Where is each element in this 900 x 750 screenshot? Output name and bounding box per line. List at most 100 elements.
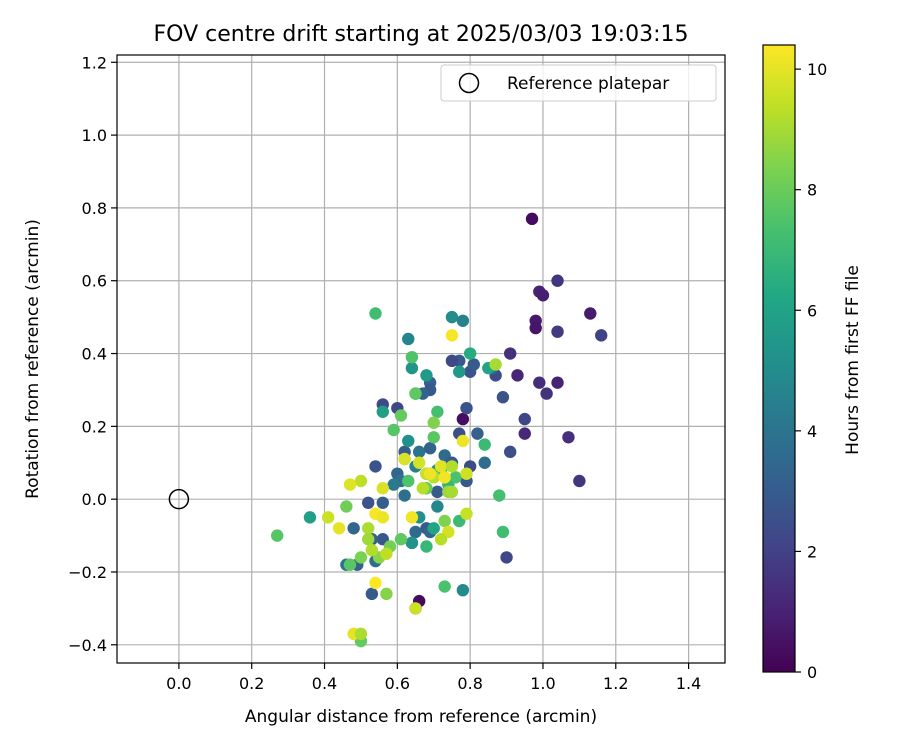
data-point: [431, 500, 444, 513]
data-point: [427, 431, 440, 444]
reference-platepar-marker: [168, 488, 190, 510]
data-point: [394, 409, 408, 422]
data-point: [409, 525, 422, 539]
data-point: [405, 511, 419, 524]
y-tick-label: 0.2: [82, 417, 107, 436]
data-point: [405, 536, 419, 550]
chart-title: FOV centre drift starting at 2025/03/03 …: [154, 22, 689, 47]
data-point: [354, 627, 368, 641]
data-point: [387, 423, 400, 437]
data-point: [380, 587, 393, 601]
data-point: [496, 391, 510, 404]
data-point: [369, 460, 382, 473]
data-point: [445, 310, 459, 324]
data-point: [434, 533, 448, 546]
data-point: [529, 321, 542, 335]
data-point: [423, 467, 437, 480]
data-point: [376, 511, 389, 524]
data-point: [376, 496, 389, 510]
data-point: [562, 431, 575, 444]
y-tick-label: 1.0: [82, 126, 107, 145]
data-point: [340, 500, 353, 513]
data-point: [456, 412, 470, 426]
data-point: [369, 307, 382, 320]
x-tick-label: 0.8: [457, 674, 482, 693]
data-point: [420, 540, 433, 553]
data-point: [551, 325, 564, 338]
data-point: [471, 427, 484, 440]
data-point: [445, 329, 459, 342]
x-tick-label: 1.2: [603, 674, 628, 693]
colorbar-tick-label: 4: [807, 422, 817, 441]
data-point: [456, 583, 470, 597]
data-point: [362, 522, 375, 535]
data-point: [427, 522, 440, 535]
data-point: [347, 522, 360, 535]
colorbar-ticks: 0 2 4 6 8 10: [795, 60, 827, 682]
data-point: [540, 387, 553, 400]
colorbar-tick-label: 2: [807, 542, 817, 561]
plot-frame: [116, 54, 726, 664]
data-point: [518, 412, 531, 426]
data-point: [394, 533, 408, 546]
data-point: [467, 358, 480, 371]
legend-marker: [458, 72, 480, 94]
data-point: [416, 482, 430, 495]
data-point: [431, 485, 444, 499]
data-point: [402, 434, 415, 448]
colorbar-label: Hours from first FF file: [843, 265, 863, 455]
data-point: [402, 332, 415, 346]
data-point: [460, 467, 473, 480]
legend-box: [440, 64, 717, 102]
data-point: [376, 482, 389, 495]
y-tick-label: −0.2: [68, 563, 107, 582]
data-point: [573, 474, 586, 488]
y-tick-label: −0.4: [68, 636, 107, 655]
data-point: [427, 416, 440, 429]
data-point: [500, 551, 513, 564]
x-tick-label: 0.2: [239, 674, 264, 693]
colorbar-tick-label: 6: [807, 301, 817, 320]
colorbar: [762, 44, 796, 673]
data-point: [445, 485, 459, 499]
data-point: [434, 460, 448, 473]
data-point: [503, 445, 517, 459]
y-axis-label: Rotation from reference (arcmin): [23, 219, 43, 499]
data-point: [456, 434, 470, 448]
data-point: [362, 533, 375, 546]
data-point: [431, 405, 444, 418]
x-tick-label: 1.0: [530, 674, 555, 693]
data-point: [496, 525, 510, 539]
data-point: [409, 602, 422, 615]
y-tick-label: 0.4: [82, 345, 107, 364]
x-tick-label: 0.4: [312, 674, 337, 693]
data-point: [445, 460, 459, 473]
legend: Reference platepar: [440, 64, 717, 102]
data-point: [376, 405, 389, 418]
data-point: [332, 522, 346, 535]
data-point: [445, 354, 459, 368]
data-point: [525, 212, 539, 226]
data-points: [270, 212, 608, 648]
data-point: [270, 529, 284, 542]
data-point: [303, 511, 317, 524]
data-point: [423, 441, 437, 455]
data-point: [420, 369, 433, 382]
data-point: [595, 329, 608, 342]
data-point: [412, 445, 426, 459]
data-point: [551, 376, 564, 389]
data-point: [369, 576, 382, 590]
data-point: [343, 558, 357, 571]
data-point: [460, 507, 473, 520]
data-point: [536, 289, 550, 302]
data-point: [438, 514, 451, 528]
data-point: [489, 358, 502, 371]
data-point: [518, 427, 531, 440]
data-point: [503, 347, 517, 360]
colorbar-tick-label: 8: [807, 181, 817, 200]
data-point: [453, 365, 466, 378]
data-point: [493, 489, 506, 502]
data-point: [584, 307, 597, 320]
data-point: [405, 350, 419, 364]
